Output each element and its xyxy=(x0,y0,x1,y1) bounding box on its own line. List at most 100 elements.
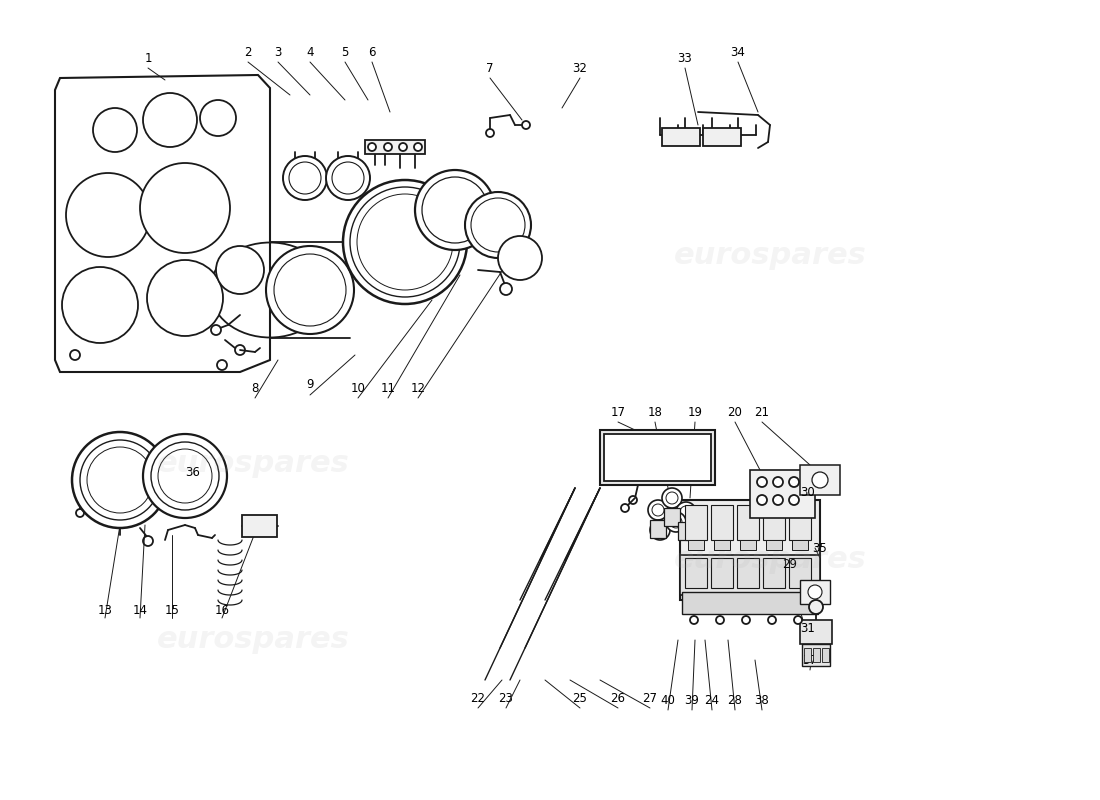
Circle shape xyxy=(350,187,460,297)
Bar xyxy=(682,592,818,614)
Text: 15: 15 xyxy=(165,603,179,617)
Bar xyxy=(711,558,733,588)
Bar xyxy=(688,540,704,550)
Text: eurospares: eurospares xyxy=(156,626,350,654)
Circle shape xyxy=(143,536,153,546)
Circle shape xyxy=(500,283,512,295)
Text: 19: 19 xyxy=(688,406,703,418)
Bar xyxy=(789,558,811,588)
Circle shape xyxy=(486,129,494,137)
Text: 6: 6 xyxy=(368,46,376,58)
Text: 37: 37 xyxy=(803,654,817,666)
Circle shape xyxy=(87,447,153,513)
Bar xyxy=(711,505,733,540)
Circle shape xyxy=(742,616,750,624)
Text: 25: 25 xyxy=(573,691,587,705)
Text: eurospares: eurospares xyxy=(673,546,867,574)
Circle shape xyxy=(158,449,212,503)
Circle shape xyxy=(332,162,364,194)
Text: 9: 9 xyxy=(306,378,313,391)
Circle shape xyxy=(522,121,530,129)
Text: 3: 3 xyxy=(274,46,282,58)
Circle shape xyxy=(211,325,221,335)
Circle shape xyxy=(62,267,138,343)
Bar xyxy=(678,522,694,540)
Bar xyxy=(680,500,820,600)
Bar xyxy=(740,540,756,550)
Text: 30: 30 xyxy=(801,486,815,498)
Circle shape xyxy=(143,93,197,147)
Bar xyxy=(664,508,680,526)
Circle shape xyxy=(235,345,245,355)
Circle shape xyxy=(768,616,776,624)
Text: 21: 21 xyxy=(755,406,770,418)
Text: 10: 10 xyxy=(351,382,365,394)
Text: eurospares: eurospares xyxy=(156,450,350,478)
Circle shape xyxy=(812,472,828,488)
Bar xyxy=(766,540,782,550)
Circle shape xyxy=(140,163,230,253)
Circle shape xyxy=(648,500,668,520)
Circle shape xyxy=(716,616,724,624)
Circle shape xyxy=(773,477,783,487)
Text: 27: 27 xyxy=(642,691,658,705)
Text: 24: 24 xyxy=(704,694,719,706)
Circle shape xyxy=(471,198,525,252)
Circle shape xyxy=(757,477,767,487)
Text: 39: 39 xyxy=(684,694,700,706)
Bar xyxy=(763,505,785,540)
Circle shape xyxy=(358,194,453,290)
Circle shape xyxy=(343,180,468,304)
Circle shape xyxy=(368,143,376,151)
Circle shape xyxy=(789,495,799,505)
Text: 2: 2 xyxy=(244,46,252,58)
Bar xyxy=(792,540,808,550)
Text: 31: 31 xyxy=(801,622,815,634)
Circle shape xyxy=(274,254,346,326)
Circle shape xyxy=(266,246,354,334)
Text: 7: 7 xyxy=(486,62,494,74)
Bar xyxy=(714,540,730,550)
Text: 16: 16 xyxy=(214,603,230,617)
Bar xyxy=(685,505,707,540)
Text: 40: 40 xyxy=(661,694,675,706)
Circle shape xyxy=(662,488,682,508)
Bar xyxy=(650,520,666,538)
Circle shape xyxy=(808,585,822,599)
Polygon shape xyxy=(55,75,270,372)
Bar xyxy=(662,128,700,146)
Text: 36: 36 xyxy=(186,466,200,478)
Bar xyxy=(800,580,830,604)
Text: 18: 18 xyxy=(648,406,662,418)
Text: 8: 8 xyxy=(251,382,258,394)
Text: 23: 23 xyxy=(498,691,514,705)
Circle shape xyxy=(650,520,670,540)
Text: 1: 1 xyxy=(144,51,152,65)
Bar xyxy=(800,465,840,495)
Text: 11: 11 xyxy=(381,382,396,394)
Bar xyxy=(763,558,785,588)
Text: 20: 20 xyxy=(727,406,742,418)
Text: 33: 33 xyxy=(678,51,692,65)
Circle shape xyxy=(80,440,160,520)
Circle shape xyxy=(676,502,696,522)
Bar xyxy=(703,128,741,146)
Bar xyxy=(750,470,815,518)
Circle shape xyxy=(498,236,542,280)
Circle shape xyxy=(283,156,327,200)
Circle shape xyxy=(72,432,168,528)
Circle shape xyxy=(654,524,666,536)
Circle shape xyxy=(666,512,686,532)
Circle shape xyxy=(757,495,767,505)
Bar xyxy=(804,648,811,662)
Bar xyxy=(365,140,425,154)
Circle shape xyxy=(94,108,138,152)
Circle shape xyxy=(326,156,370,200)
Bar xyxy=(604,434,711,481)
Circle shape xyxy=(652,504,664,516)
Bar xyxy=(680,555,820,595)
Circle shape xyxy=(621,504,629,512)
Bar xyxy=(685,558,707,588)
Circle shape xyxy=(200,100,236,136)
Text: 26: 26 xyxy=(610,691,626,705)
